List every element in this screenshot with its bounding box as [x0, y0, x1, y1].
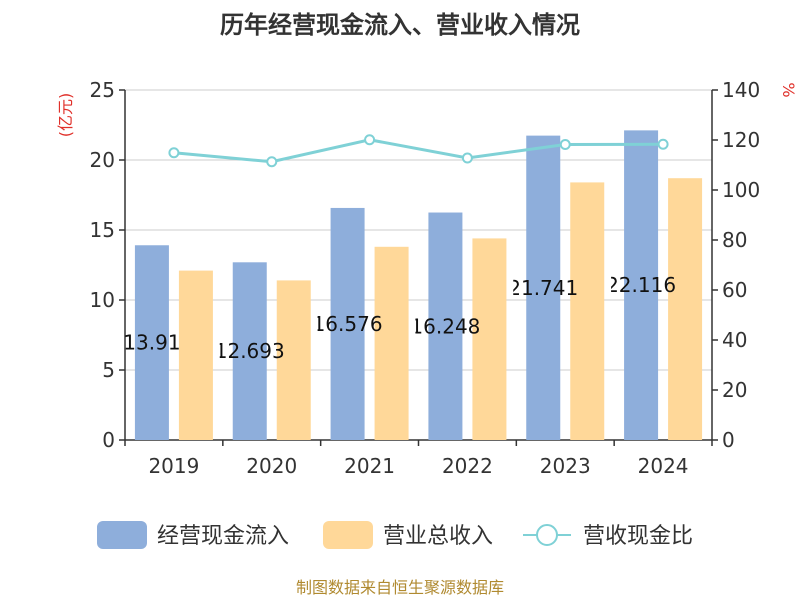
- data-label: 16.576: [313, 312, 383, 336]
- bar-labels: 13.91 12.693 16.576 16.248 21.741 22.116: [123, 273, 676, 363]
- x-tick-label: 2023: [540, 454, 591, 478]
- revenue-bar: [668, 178, 703, 440]
- legend-label: 经营现金流入: [157, 524, 289, 549]
- cash-inflow-bar: [232, 262, 267, 440]
- ratio-point: [364, 134, 376, 146]
- axes: 0 5 10 15 20 25 0 20 40 60 80 100 120 140 2019 2020 2021…: [90, 78, 761, 478]
- y-right-unit: %: [779, 82, 798, 97]
- legend-item: 营收现金比: [523, 524, 693, 549]
- y-right-tick-label: 140: [722, 78, 760, 102]
- ratio-point: [168, 147, 180, 159]
- y-left-tick-label: 20: [90, 148, 115, 172]
- data-label: 21.741: [508, 276, 578, 300]
- legend-marker: [536, 524, 558, 546]
- cash-inflow-bar: [526, 135, 561, 440]
- cash-inflow-bar: [428, 212, 463, 440]
- y-right-tick-label: 120: [722, 128, 760, 152]
- y-left-tick-label: 15: [90, 218, 115, 242]
- x-tick-label: 2024: [638, 454, 689, 478]
- data-label: 22.116: [606, 273, 676, 297]
- revenue-bar: [178, 270, 213, 440]
- y-right-tick-label: 60: [722, 278, 747, 302]
- revenue-bar: [472, 238, 507, 440]
- legend-swatch: [97, 521, 147, 549]
- y-left-tick-label: 25: [90, 78, 115, 102]
- cash-inflow-bar: [134, 245, 169, 440]
- revenue-bar: [570, 182, 605, 440]
- source-note: 制图数据来自恒生聚源数据库: [296, 578, 504, 597]
- data-label: 16.248: [410, 314, 480, 338]
- y-right-tick-label: 100: [722, 178, 760, 202]
- y-left-unit-label: (亿元): [56, 93, 75, 138]
- ratio-line: [168, 134, 669, 168]
- ratio-line-path: [173, 138, 664, 164]
- legend-swatch: [323, 521, 373, 549]
- cash-inflow-bar: [624, 130, 659, 440]
- legend-label: 营业总收入: [383, 524, 493, 549]
- legend: 经营现金流入 营业总收入 营收现金比: [97, 521, 693, 549]
- y-right-tick-label: 20: [722, 378, 747, 402]
- y-right-unit-label: %: [779, 82, 798, 97]
- ratio-point: [559, 139, 571, 150]
- legend-item: 营业总收入: [323, 521, 493, 549]
- ratio-point: [461, 152, 473, 164]
- chart-title: 历年经营现金流入、营业收入情况: [220, 11, 580, 39]
- legend-label: 营收现金比: [583, 524, 693, 549]
- revenue-bar: [374, 246, 409, 440]
- revenue-bar: [276, 280, 311, 440]
- bars: [134, 130, 703, 440]
- y-left-tick-label: 10: [90, 288, 115, 312]
- x-tick-label: 2022: [442, 454, 493, 478]
- y-left-tick-label: 0: [102, 428, 115, 452]
- y-right-tick-label: 80: [722, 228, 747, 252]
- y-left-unit: (亿元): [56, 93, 75, 138]
- data-label: 13.91: [123, 331, 180, 355]
- x-tick-label: 2019: [148, 454, 199, 478]
- x-tick-label: 2021: [344, 454, 395, 478]
- gridlines: [125, 89, 712, 371]
- legend-item: 经营现金流入: [97, 521, 289, 549]
- data-label: 12.693: [215, 339, 285, 363]
- ratio-point: [266, 156, 278, 168]
- y-right-tick-label: 40: [722, 328, 747, 352]
- y-left-tick-label: 5: [102, 358, 115, 382]
- cash-inflow-bar: [330, 207, 365, 440]
- ratio-point: [657, 138, 669, 150]
- x-tick-label: 2020: [246, 454, 297, 478]
- y-right-tick-label: 0: [722, 428, 735, 452]
